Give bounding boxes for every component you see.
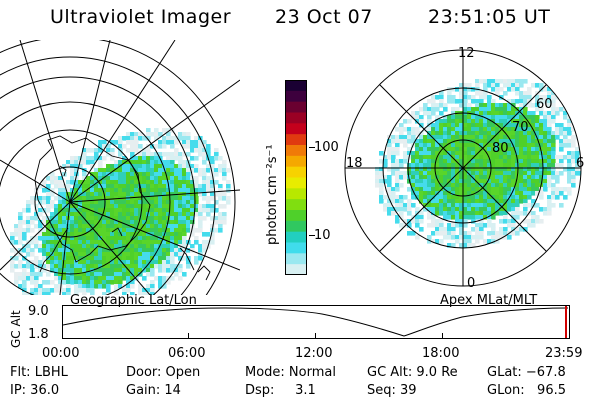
mlt-label-18: 18 <box>346 156 363 171</box>
colorbar-unit-label: photon cm⁻²s⁻¹ <box>265 144 280 245</box>
altitude-xtick-4: 23:59 <box>545 346 583 361</box>
apex-panel-label: Apex MLat/MLT <box>440 293 538 308</box>
colorbar-swatch <box>285 210 307 222</box>
colorbar-tick-10: 10 <box>314 228 331 243</box>
altitude-plot <box>62 305 570 339</box>
altitude-ylabel: GC Alt <box>9 310 23 348</box>
mlt-label-12: 12 <box>458 46 475 61</box>
colorbar-swatch <box>285 123 307 135</box>
altitude-curve <box>62 307 569 337</box>
colorbar-swatch <box>285 253 307 265</box>
glat-info: GLat: −67.8 <box>487 365 566 380</box>
geographic-grid <box>0 40 240 295</box>
time-label: 23:51:05 UT <box>428 6 551 28</box>
colorbar-swatch <box>285 231 307 243</box>
colorbar-swatch <box>285 264 307 275</box>
colorbar-swatch <box>285 90 307 103</box>
colorbar-swatch <box>285 220 307 233</box>
mode-info: Mode: Normal <box>245 365 336 380</box>
altitude-xtick-1: 06:00 <box>168 346 206 361</box>
date-label: 23 Oct 07 <box>275 6 373 28</box>
lat-label-70: 70 <box>512 120 529 135</box>
aurora-emission-geographic <box>10 128 231 295</box>
colorbar-swatch <box>285 188 307 200</box>
gc-alt-info: GC Alt: 9.0 Re <box>367 365 458 380</box>
apex-grid <box>344 49 582 287</box>
instrument-title: Ultraviolet Imager <box>50 6 232 28</box>
ip-info: IP: 36.0 <box>10 383 60 398</box>
colorbar-swatch <box>285 166 307 178</box>
altitude-ytick-1: 1.8 <box>28 327 49 342</box>
colorbar-swatch <box>285 177 307 189</box>
glon-info: GLon: 96.5 <box>487 383 567 398</box>
colorbar-swatch <box>285 199 307 211</box>
seq-info: Seq: 39 <box>367 383 417 398</box>
filter-info: Flt: LBHL <box>10 365 68 380</box>
colorbar-swatch <box>285 155 307 168</box>
colorbar-swatch <box>285 112 307 124</box>
geographic-image <box>0 40 240 295</box>
colorbar-ticks <box>309 80 315 275</box>
lat-label-80: 80 <box>492 141 509 156</box>
colorbar-swatch <box>285 134 307 146</box>
colorbar-swatch <box>285 145 307 157</box>
gain-info: Gain: 14 <box>126 383 181 398</box>
apex-polar-image <box>344 49 582 287</box>
mlt-label-0: 0 <box>467 276 476 291</box>
colorbar-swatch <box>285 242 307 254</box>
altitude-xtick-0: 00:00 <box>42 346 80 361</box>
color-bar <box>285 80 307 275</box>
mlt-label-6: 6 <box>576 156 585 171</box>
colorbar-swatch <box>285 101 307 113</box>
altitude-xtick-2: 12:00 <box>295 346 333 361</box>
aurora-emission-apex <box>375 79 581 248</box>
dsp-info: Dsp: 3.1 <box>245 383 316 398</box>
lat-label-60: 60 <box>536 97 553 112</box>
door-info: Door: Open <box>126 365 201 380</box>
colorbar-border <box>285 80 307 275</box>
geographic-panel-label: Geographic Lat/Lon <box>70 293 197 308</box>
altitude-ytick-9: 9.0 <box>28 304 49 319</box>
altitude-xtick-3: 18:00 <box>422 346 460 361</box>
colorbar-swatch <box>285 80 307 92</box>
colorbar-tick-100: 100 <box>314 140 339 155</box>
